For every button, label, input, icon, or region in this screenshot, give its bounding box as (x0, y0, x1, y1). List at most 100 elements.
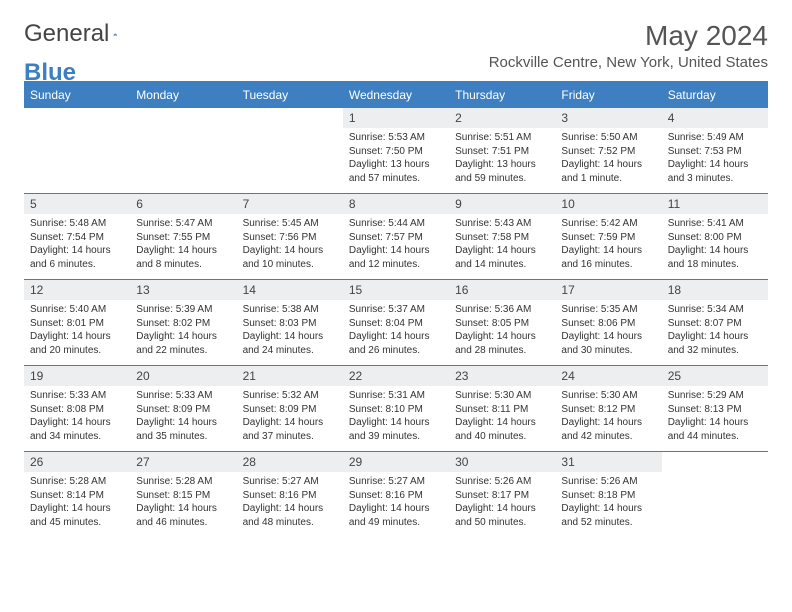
calendar-cell: 6Sunrise: 5:47 AMSunset: 7:55 PMDaylight… (130, 194, 236, 280)
weekday-header-row: SundayMondayTuesdayWednesdayThursdayFrid… (24, 82, 768, 108)
day-details: Sunrise: 5:30 AMSunset: 8:11 PMDaylight:… (449, 386, 555, 447)
day-details: Sunrise: 5:42 AMSunset: 7:59 PMDaylight:… (555, 214, 661, 275)
calendar-cell: 19Sunrise: 5:33 AMSunset: 8:08 PMDayligh… (24, 366, 130, 452)
calendar-cell: 1Sunrise: 5:53 AMSunset: 7:50 PMDaylight… (343, 108, 449, 194)
day-number: 30 (449, 452, 555, 472)
day-number: 25 (662, 366, 768, 386)
logo-icon (113, 25, 117, 43)
calendar-cell: 24Sunrise: 5:30 AMSunset: 8:12 PMDayligh… (555, 366, 661, 452)
calendar-cell: 14Sunrise: 5:38 AMSunset: 8:03 PMDayligh… (237, 280, 343, 366)
day-number: 2 (449, 108, 555, 128)
day-details: Sunrise: 5:34 AMSunset: 8:07 PMDaylight:… (662, 300, 768, 361)
day-details: Sunrise: 5:36 AMSunset: 8:05 PMDaylight:… (449, 300, 555, 361)
day-details: Sunrise: 5:40 AMSunset: 8:01 PMDaylight:… (24, 300, 130, 361)
calendar-cell: 23Sunrise: 5:30 AMSunset: 8:11 PMDayligh… (449, 366, 555, 452)
calendar-cell: 8Sunrise: 5:44 AMSunset: 7:57 PMDaylight… (343, 194, 449, 280)
day-details: Sunrise: 5:30 AMSunset: 8:12 PMDaylight:… (555, 386, 661, 447)
day-details: Sunrise: 5:29 AMSunset: 8:13 PMDaylight:… (662, 386, 768, 447)
day-details: Sunrise: 5:27 AMSunset: 8:16 PMDaylight:… (343, 472, 449, 533)
day-number: 26 (24, 452, 130, 472)
day-details: Sunrise: 5:43 AMSunset: 7:58 PMDaylight:… (449, 214, 555, 275)
day-number: 16 (449, 280, 555, 300)
day-number: 17 (555, 280, 661, 300)
calendar-cell: 20Sunrise: 5:33 AMSunset: 8:09 PMDayligh… (130, 366, 236, 452)
day-number: 7 (237, 194, 343, 214)
calendar-cell: 2Sunrise: 5:51 AMSunset: 7:51 PMDaylight… (449, 108, 555, 194)
day-number: 24 (555, 366, 661, 386)
day-details: Sunrise: 5:44 AMSunset: 7:57 PMDaylight:… (343, 214, 449, 275)
day-details: Sunrise: 5:31 AMSunset: 8:10 PMDaylight:… (343, 386, 449, 447)
weekday-header: Saturday (662, 82, 768, 108)
calendar-cell: 7Sunrise: 5:45 AMSunset: 7:56 PMDaylight… (237, 194, 343, 280)
weekday-header: Friday (555, 82, 661, 108)
day-details: Sunrise: 5:49 AMSunset: 7:53 PMDaylight:… (662, 128, 768, 189)
calendar-cell: 27Sunrise: 5:28 AMSunset: 8:15 PMDayligh… (130, 452, 236, 538)
day-details: Sunrise: 5:28 AMSunset: 8:15 PMDaylight:… (130, 472, 236, 533)
weekday-header: Tuesday (237, 82, 343, 108)
calendar-cell: 12Sunrise: 5:40 AMSunset: 8:01 PMDayligh… (24, 280, 130, 366)
day-number: 13 (130, 280, 236, 300)
day-number: 1 (343, 108, 449, 128)
weekday-header: Thursday (449, 82, 555, 108)
day-details: Sunrise: 5:38 AMSunset: 8:03 PMDaylight:… (237, 300, 343, 361)
calendar-cell: .. (130, 108, 236, 194)
day-number: 3 (555, 108, 661, 128)
day-details: Sunrise: 5:26 AMSunset: 8:17 PMDaylight:… (449, 472, 555, 533)
day-number: 9 (449, 194, 555, 214)
day-number: 23 (449, 366, 555, 386)
day-number: 15 (343, 280, 449, 300)
calendar-cell: 17Sunrise: 5:35 AMSunset: 8:06 PMDayligh… (555, 280, 661, 366)
day-details: Sunrise: 5:51 AMSunset: 7:51 PMDaylight:… (449, 128, 555, 189)
day-number: 27 (130, 452, 236, 472)
day-details: Sunrise: 5:27 AMSunset: 8:16 PMDaylight:… (237, 472, 343, 533)
day-details: Sunrise: 5:33 AMSunset: 8:08 PMDaylight:… (24, 386, 130, 447)
day-details: Sunrise: 5:37 AMSunset: 8:04 PMDaylight:… (343, 300, 449, 361)
day-details: Sunrise: 5:53 AMSunset: 7:50 PMDaylight:… (343, 128, 449, 189)
calendar-cell: 10Sunrise: 5:42 AMSunset: 7:59 PMDayligh… (555, 194, 661, 280)
brand-name-a: General (24, 20, 109, 48)
calendar-cell: 3Sunrise: 5:50 AMSunset: 7:52 PMDaylight… (555, 108, 661, 194)
day-number: 29 (343, 452, 449, 472)
day-number: 12 (24, 280, 130, 300)
weekday-header: Wednesday (343, 82, 449, 108)
calendar-cell: 4Sunrise: 5:49 AMSunset: 7:53 PMDaylight… (662, 108, 768, 194)
day-number: 14 (237, 280, 343, 300)
calendar-cell: 15Sunrise: 5:37 AMSunset: 8:04 PMDayligh… (343, 280, 449, 366)
day-number: 11 (662, 194, 768, 214)
day-details: Sunrise: 5:32 AMSunset: 8:09 PMDaylight:… (237, 386, 343, 447)
calendar-cell: 31Sunrise: 5:26 AMSunset: 8:18 PMDayligh… (555, 452, 661, 538)
calendar-cell: 5Sunrise: 5:48 AMSunset: 7:54 PMDaylight… (24, 194, 130, 280)
day-details: Sunrise: 5:39 AMSunset: 8:02 PMDaylight:… (130, 300, 236, 361)
calendar-cell: .. (24, 108, 130, 194)
day-number: 6 (130, 194, 236, 214)
day-number: 4 (662, 108, 768, 128)
day-number: 20 (130, 366, 236, 386)
calendar-cell: 13Sunrise: 5:39 AMSunset: 8:02 PMDayligh… (130, 280, 236, 366)
day-details: Sunrise: 5:28 AMSunset: 8:14 PMDaylight:… (24, 472, 130, 533)
calendar-cell: .. (237, 108, 343, 194)
calendar-cell: 28Sunrise: 5:27 AMSunset: 8:16 PMDayligh… (237, 452, 343, 538)
day-number: 22 (343, 366, 449, 386)
calendar-cell: 26Sunrise: 5:28 AMSunset: 8:14 PMDayligh… (24, 452, 130, 538)
month-title: May 2024 (489, 20, 768, 52)
calendar-cell: 9Sunrise: 5:43 AMSunset: 7:58 PMDaylight… (449, 194, 555, 280)
day-number: 31 (555, 452, 661, 472)
calendar-cell: 29Sunrise: 5:27 AMSunset: 8:16 PMDayligh… (343, 452, 449, 538)
day-details: Sunrise: 5:50 AMSunset: 7:52 PMDaylight:… (555, 128, 661, 189)
weekday-header: Monday (130, 82, 236, 108)
brand-name-b: Blue (24, 59, 76, 87)
calendar-cell: 11Sunrise: 5:41 AMSunset: 8:00 PMDayligh… (662, 194, 768, 280)
day-number: 19 (24, 366, 130, 386)
day-number: 8 (343, 194, 449, 214)
day-details: Sunrise: 5:47 AMSunset: 7:55 PMDaylight:… (130, 214, 236, 275)
calendar-cell: 21Sunrise: 5:32 AMSunset: 8:09 PMDayligh… (237, 366, 343, 452)
day-details: Sunrise: 5:48 AMSunset: 7:54 PMDaylight:… (24, 214, 130, 275)
calendar-cell: 25Sunrise: 5:29 AMSunset: 8:13 PMDayligh… (662, 366, 768, 452)
location: Rockville Centre, New York, United State… (489, 54, 768, 71)
day-number: 10 (555, 194, 661, 214)
calendar-cell: 30Sunrise: 5:26 AMSunset: 8:17 PMDayligh… (449, 452, 555, 538)
calendar-cell: 18Sunrise: 5:34 AMSunset: 8:07 PMDayligh… (662, 280, 768, 366)
day-number: 5 (24, 194, 130, 214)
day-details: Sunrise: 5:35 AMSunset: 8:06 PMDaylight:… (555, 300, 661, 361)
day-number: 21 (237, 366, 343, 386)
